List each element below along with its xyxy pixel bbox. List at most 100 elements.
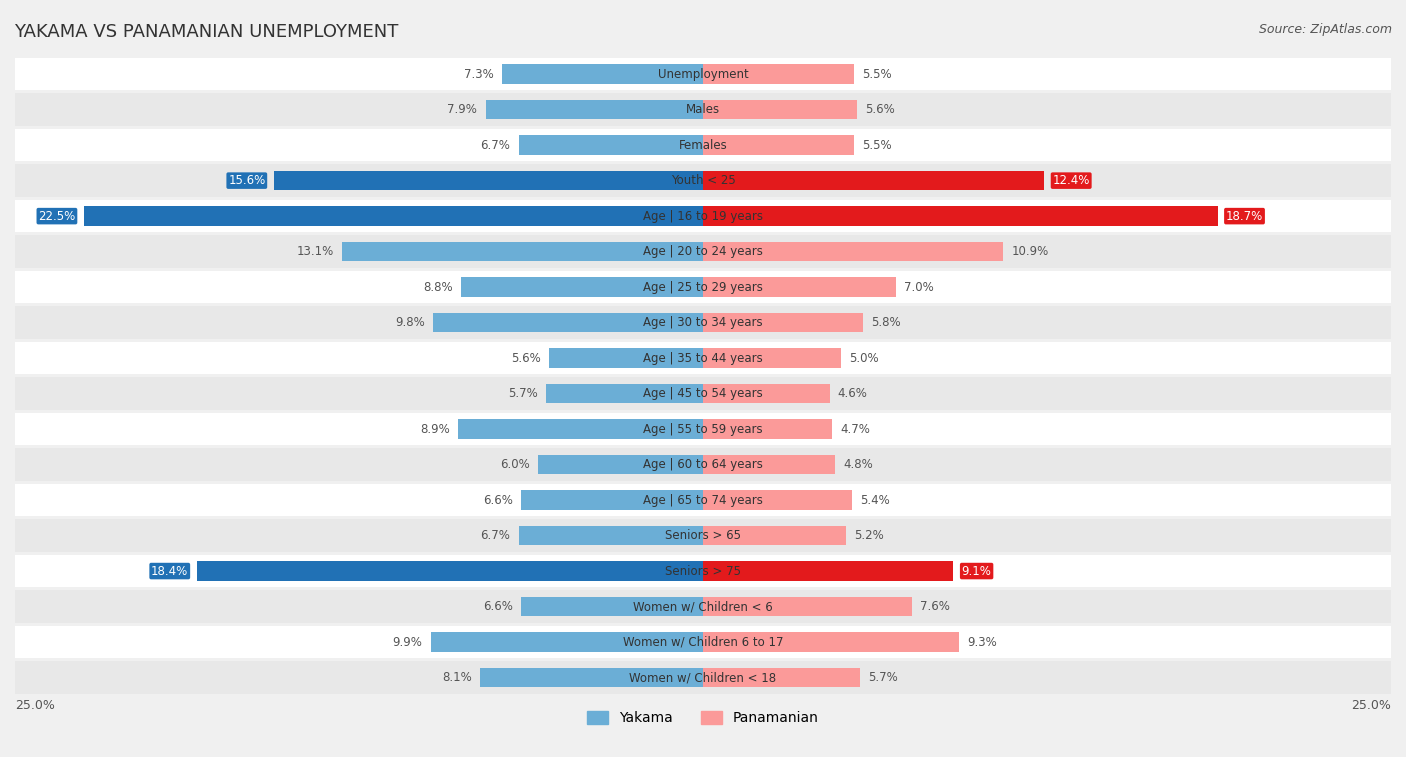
- Text: Youth < 25: Youth < 25: [671, 174, 735, 187]
- Text: 25.0%: 25.0%: [15, 699, 55, 712]
- Bar: [546, 384, 703, 403]
- Text: 5.6%: 5.6%: [865, 103, 896, 116]
- Bar: [15, 590, 1391, 623]
- Text: 5.8%: 5.8%: [870, 316, 900, 329]
- Text: 5.2%: 5.2%: [855, 529, 884, 542]
- Bar: [522, 491, 703, 509]
- Text: Age | 25 to 29 years: Age | 25 to 29 years: [643, 281, 763, 294]
- Bar: [15, 200, 1391, 232]
- Text: 7.9%: 7.9%: [447, 103, 477, 116]
- Text: 7.6%: 7.6%: [921, 600, 950, 613]
- Text: 6.6%: 6.6%: [484, 494, 513, 506]
- Bar: [15, 58, 1391, 91]
- Text: Age | 55 to 59 years: Age | 55 to 59 years: [643, 422, 763, 435]
- Bar: [703, 597, 912, 616]
- Bar: [84, 207, 703, 226]
- Bar: [15, 484, 1391, 516]
- Text: Women w/ Children < 6: Women w/ Children < 6: [633, 600, 773, 613]
- Text: Age | 45 to 54 years: Age | 45 to 54 years: [643, 387, 763, 400]
- Text: 15.6%: 15.6%: [228, 174, 266, 187]
- Bar: [15, 164, 1391, 197]
- Bar: [343, 241, 703, 261]
- Text: 5.7%: 5.7%: [508, 387, 538, 400]
- Text: Females: Females: [679, 139, 727, 151]
- Bar: [703, 561, 953, 581]
- Bar: [703, 419, 832, 439]
- Bar: [703, 668, 860, 687]
- Bar: [430, 632, 703, 652]
- Bar: [15, 377, 1391, 410]
- Text: Age | 65 to 74 years: Age | 65 to 74 years: [643, 494, 763, 506]
- Bar: [538, 455, 703, 475]
- Text: 18.7%: 18.7%: [1226, 210, 1263, 223]
- Text: 10.9%: 10.9%: [1011, 245, 1049, 258]
- Bar: [15, 271, 1391, 304]
- Text: YAKAMA VS PANAMANIAN UNEMPLOYMENT: YAKAMA VS PANAMANIAN UNEMPLOYMENT: [14, 23, 398, 41]
- Text: 6.0%: 6.0%: [501, 458, 530, 471]
- Text: 8.8%: 8.8%: [423, 281, 453, 294]
- Text: 9.8%: 9.8%: [395, 316, 425, 329]
- Bar: [433, 313, 703, 332]
- Bar: [703, 313, 863, 332]
- Bar: [15, 93, 1391, 126]
- Bar: [522, 597, 703, 616]
- Bar: [15, 519, 1391, 552]
- Text: 8.9%: 8.9%: [420, 422, 450, 435]
- Bar: [502, 64, 703, 84]
- Bar: [485, 100, 703, 120]
- Text: Women w/ Children 6 to 17: Women w/ Children 6 to 17: [623, 636, 783, 649]
- Legend: Yakama, Panamanian: Yakama, Panamanian: [582, 706, 824, 731]
- Text: 5.6%: 5.6%: [510, 351, 541, 365]
- Text: 5.5%: 5.5%: [863, 139, 893, 151]
- Bar: [703, 526, 846, 545]
- Text: 5.4%: 5.4%: [860, 494, 890, 506]
- Text: Age | 16 to 19 years: Age | 16 to 19 years: [643, 210, 763, 223]
- Bar: [548, 348, 703, 368]
- Text: 5.0%: 5.0%: [849, 351, 879, 365]
- Text: Age | 30 to 34 years: Age | 30 to 34 years: [643, 316, 763, 329]
- Text: Unemployment: Unemployment: [658, 67, 748, 81]
- Text: 18.4%: 18.4%: [150, 565, 188, 578]
- Text: 9.3%: 9.3%: [967, 636, 997, 649]
- Text: Age | 20 to 24 years: Age | 20 to 24 years: [643, 245, 763, 258]
- Bar: [703, 277, 896, 297]
- Text: 22.5%: 22.5%: [38, 210, 76, 223]
- Bar: [15, 448, 1391, 481]
- Text: 7.0%: 7.0%: [904, 281, 934, 294]
- Text: 4.8%: 4.8%: [844, 458, 873, 471]
- Text: 9.1%: 9.1%: [962, 565, 991, 578]
- Text: 6.6%: 6.6%: [484, 600, 513, 613]
- Bar: [15, 661, 1391, 694]
- Text: 12.4%: 12.4%: [1053, 174, 1090, 187]
- Text: 4.7%: 4.7%: [841, 422, 870, 435]
- Bar: [15, 341, 1391, 375]
- Bar: [519, 136, 703, 155]
- Text: Age | 60 to 64 years: Age | 60 to 64 years: [643, 458, 763, 471]
- Bar: [703, 207, 1218, 226]
- Bar: [15, 626, 1391, 659]
- Bar: [15, 235, 1391, 268]
- Bar: [15, 555, 1391, 587]
- Bar: [703, 455, 835, 475]
- Text: 4.6%: 4.6%: [838, 387, 868, 400]
- Bar: [703, 64, 855, 84]
- Bar: [703, 348, 841, 368]
- Text: Seniors > 75: Seniors > 75: [665, 565, 741, 578]
- Text: 5.5%: 5.5%: [863, 67, 893, 81]
- Bar: [703, 384, 830, 403]
- Text: 8.1%: 8.1%: [441, 671, 472, 684]
- Text: 5.7%: 5.7%: [868, 671, 898, 684]
- Bar: [274, 171, 703, 191]
- Bar: [15, 129, 1391, 161]
- Bar: [519, 526, 703, 545]
- Text: 6.7%: 6.7%: [481, 529, 510, 542]
- Text: Males: Males: [686, 103, 720, 116]
- Bar: [15, 413, 1391, 445]
- Text: 6.7%: 6.7%: [481, 139, 510, 151]
- Bar: [479, 668, 703, 687]
- Text: 9.9%: 9.9%: [392, 636, 422, 649]
- Bar: [703, 100, 858, 120]
- Bar: [458, 419, 703, 439]
- Bar: [703, 241, 1002, 261]
- Text: Source: ZipAtlas.com: Source: ZipAtlas.com: [1258, 23, 1392, 36]
